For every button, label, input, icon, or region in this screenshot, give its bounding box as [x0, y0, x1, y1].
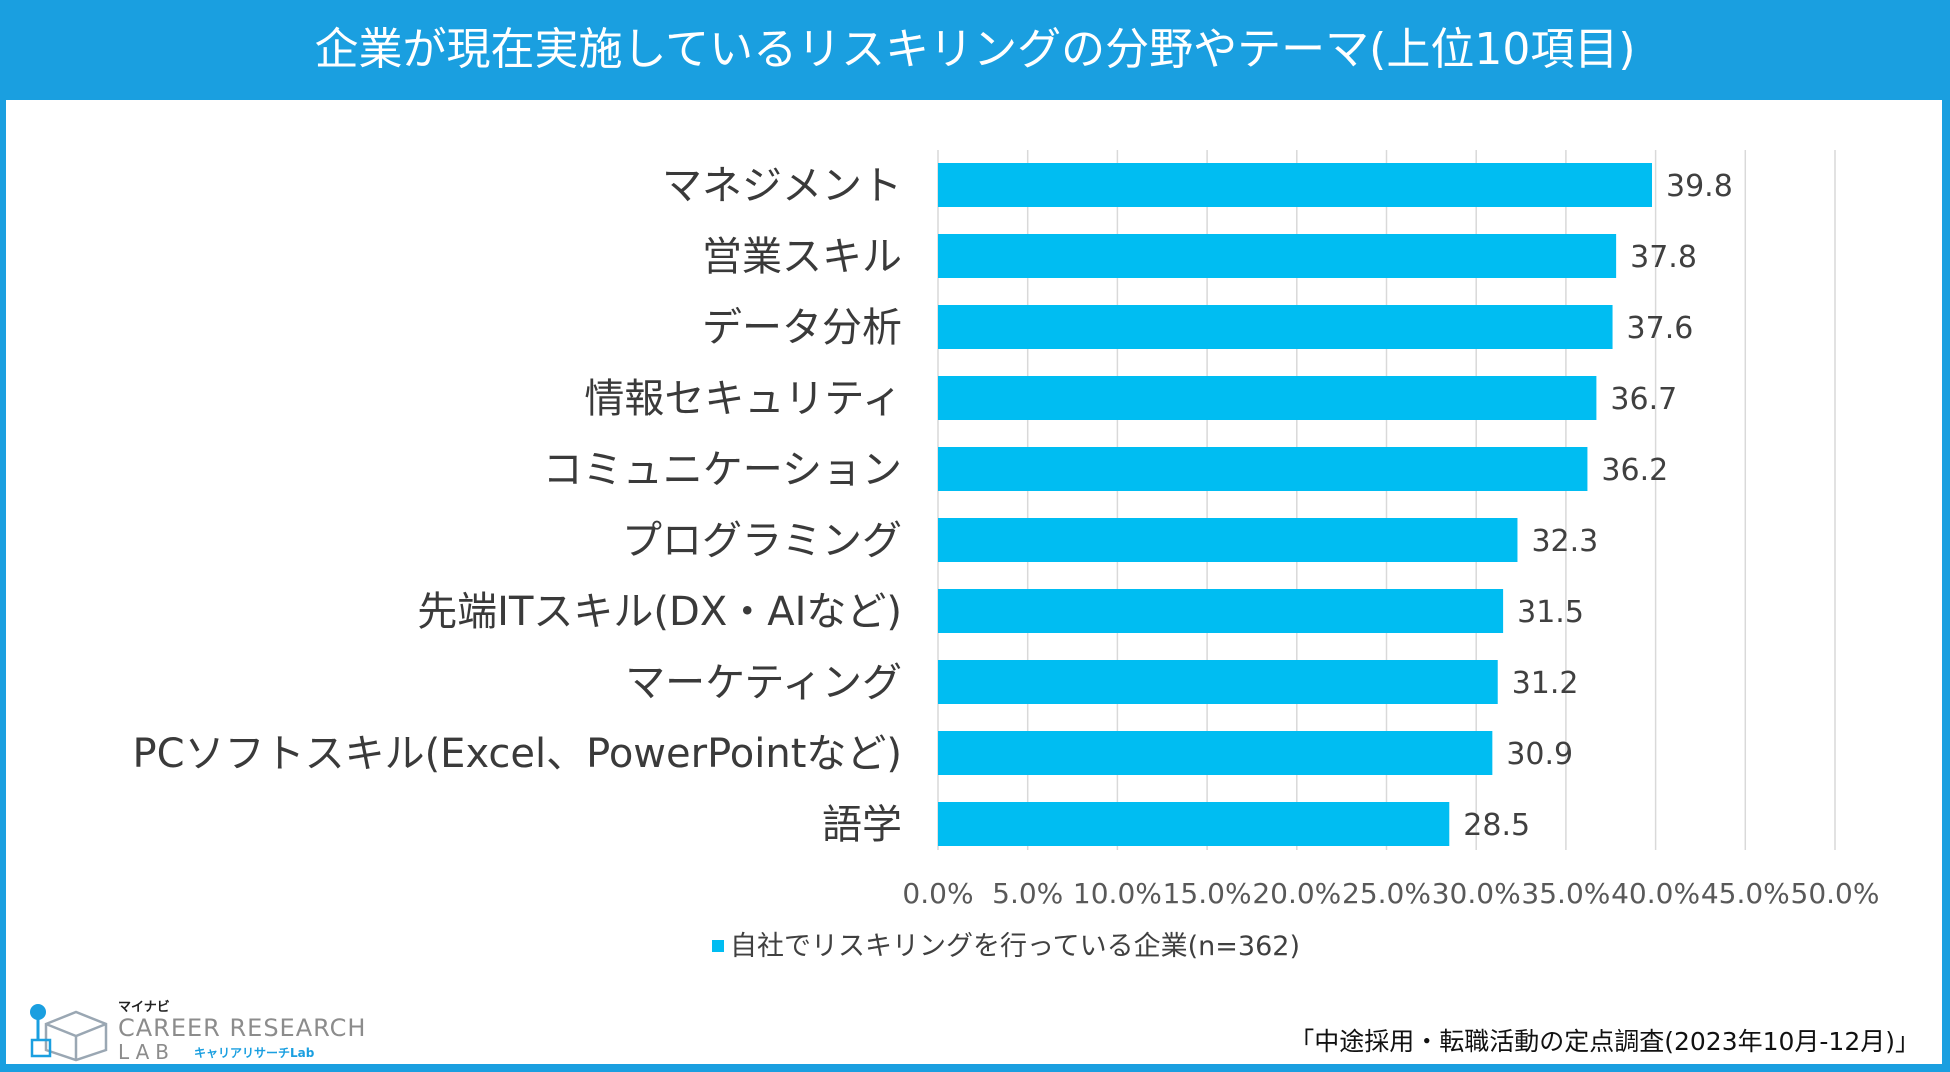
- category-label: コミュニケーション: [543, 447, 902, 493]
- brand-sub: キャリアリサーチLab: [194, 1046, 315, 1060]
- x-tick-label: 5.0%: [992, 877, 1063, 910]
- x-tick-label: 20.0%: [1252, 877, 1341, 910]
- x-tick-label: 0.0%: [902, 877, 973, 910]
- value-labels: 39.8 37.8 37.6 36.7 36.2 32.3 31.5 31.2 30.9 28.5: [1463, 169, 1733, 843]
- lab-cube-icon: [30, 1004, 108, 1062]
- x-tick-label: 15.0%: [1163, 877, 1252, 910]
- legend: 自社でリスキリングを行っている企業(n=362): [712, 924, 1300, 963]
- category-label: プログラミング: [622, 518, 902, 564]
- chart-title: 企業が現在実施しているリスキリングの分野やテーマ(上位10項目): [314, 24, 1636, 75]
- x-tick-label: 25.0%: [1342, 877, 1431, 910]
- bar: [938, 234, 1617, 278]
- x-tick-label: 10.0%: [1073, 877, 1162, 910]
- bars: [938, 163, 1653, 846]
- category-label: PCソフトスキル(Excel、PowerPointなど): [133, 731, 902, 777]
- category-label: 先端ITスキル(DX・AIなど): [417, 589, 902, 635]
- source-note: 「中途採用・転職活動の定点調査(2023年10月-12月)」: [1289, 1027, 1920, 1056]
- x-tick-label: 50.0%: [1791, 877, 1880, 910]
- data-label: 36.2: [1601, 453, 1668, 488]
- x-tick-label: 35.0%: [1521, 877, 1610, 910]
- data-label: 28.5: [1463, 808, 1530, 843]
- brand-lab: LAB: [118, 1040, 176, 1064]
- career-research-lab-logo: マイナビ CAREER RESEARCH LAB キャリアリサーチLab: [28, 996, 388, 1064]
- x-tick-label: 40.0%: [1611, 877, 1700, 910]
- bar: [938, 731, 1493, 775]
- legend-swatch: [712, 939, 724, 952]
- category-label: データ分析: [702, 305, 902, 351]
- data-label: 37.6: [1627, 311, 1694, 346]
- data-label: 37.8: [1630, 240, 1697, 275]
- bar: [938, 802, 1450, 846]
- bar: [938, 589, 1504, 633]
- data-label: 31.2: [1512, 666, 1579, 701]
- data-label: 31.5: [1517, 595, 1584, 630]
- x-axis-ticks: 0.0% 5.0% 10.0% 15.0% 20.0% 25.0% 30.0% 35.0% 40…: [902, 877, 1879, 910]
- legend-label: 自社でリスキリングを行っている企業(n=362): [730, 931, 1300, 962]
- category-label: マネジメント: [662, 163, 902, 209]
- data-label: 30.9: [1506, 737, 1573, 772]
- category-label: マーケティング: [625, 660, 902, 706]
- bar: [938, 447, 1588, 491]
- x-tick-label: 30.0%: [1432, 877, 1521, 910]
- brand-career-research: CAREER RESEARCH: [118, 1014, 367, 1042]
- data-label: 36.7: [1610, 382, 1677, 417]
- data-label: 32.3: [1531, 524, 1598, 559]
- bar: [938, 518, 1518, 562]
- bar: [938, 660, 1498, 704]
- category-labels: マネジメント営業スキルデータ分析情報セキュリティコミュニケーションプログラミング…: [133, 163, 902, 848]
- bar: [938, 163, 1653, 207]
- category-label: 営業スキル: [702, 234, 902, 280]
- bar: [938, 376, 1597, 420]
- bar-chart: マネジメント営業スキルデータ分析情報セキュリティコミュニケーションプログラミング…: [133, 150, 1879, 910]
- category-label: 語学: [822, 802, 902, 848]
- data-label: 39.8: [1666, 169, 1733, 204]
- category-label: 情報セキュリティ: [584, 376, 902, 422]
- brand-mynavi: マイナビ: [118, 1000, 170, 1015]
- x-tick-label: 45.0%: [1701, 877, 1790, 910]
- bar: [938, 305, 1613, 349]
